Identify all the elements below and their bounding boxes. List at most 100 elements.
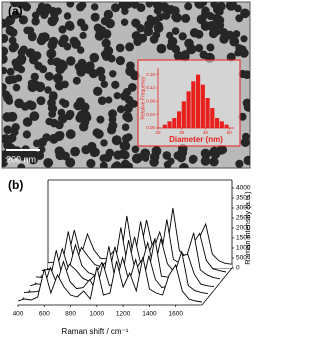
- particle: [66, 56, 76, 66]
- particle: [242, 98, 250, 108]
- particle: [111, 3, 120, 13]
- particle: [2, 34, 8, 42]
- particle: [91, 3, 99, 11]
- particle: [8, 133, 17, 143]
- particle: [226, 52, 236, 62]
- y-tick-label: 2500: [236, 215, 251, 222]
- particle: [22, 130, 31, 139]
- spectrum-fill: [24, 251, 208, 298]
- particle: [2, 90, 11, 99]
- particle: [97, 96, 107, 105]
- particle: [118, 149, 127, 158]
- particle: [26, 26, 35, 35]
- particle: [194, 29, 204, 39]
- scale-bar-label: 200 nm: [6, 154, 36, 164]
- y-tick-label: 0.12: [146, 85, 155, 90]
- particle: [65, 109, 75, 119]
- x-tick-label: 1400: [142, 311, 157, 318]
- particle: [2, 84, 6, 93]
- particle: [186, 44, 197, 55]
- particle: [2, 157, 9, 168]
- y-tick-label: 0.04: [146, 112, 155, 117]
- particle: [66, 22, 75, 31]
- y-axis-label: Relative Frequency: [140, 76, 146, 120]
- y-tick-label: 3500: [236, 195, 251, 202]
- particle: [34, 61, 43, 71]
- particle: [178, 32, 187, 41]
- particle: [101, 38, 111, 48]
- particle: [70, 146, 80, 157]
- particle: [238, 69, 247, 79]
- particle: [166, 31, 174, 39]
- particle: [240, 8, 250, 19]
- particle: [47, 16, 58, 27]
- particle: [121, 123, 130, 131]
- y-tick-label: 1000: [236, 245, 251, 252]
- particle: [109, 70, 117, 78]
- bar: [205, 98, 210, 128]
- particle: [93, 86, 103, 97]
- particle: [90, 147, 100, 157]
- particle: [151, 16, 160, 26]
- particle: [163, 160, 172, 168]
- particle: [61, 80, 69, 89]
- particle: [13, 62, 23, 72]
- particle: [58, 114, 68, 124]
- particle: [85, 61, 95, 71]
- particle: [49, 133, 59, 144]
- particle: [66, 2, 75, 8]
- particle: [211, 13, 221, 23]
- particle: [63, 12, 72, 20]
- particle: [210, 2, 218, 9]
- x-tick-label: 400: [13, 311, 24, 318]
- bar: [167, 121, 172, 128]
- particle: [36, 35, 47, 46]
- y-axis-label: Raman intensity (a.u.): [243, 191, 252, 265]
- particle: [3, 125, 13, 135]
- particle: [29, 149, 38, 159]
- particle: [43, 158, 53, 168]
- bar: [172, 118, 177, 128]
- particle: [76, 67, 86, 77]
- particle: [145, 2, 154, 8]
- particle: [2, 134, 11, 144]
- particle: [81, 145, 91, 155]
- particle: [178, 163, 189, 168]
- particle: [218, 145, 228, 154]
- y-tick-label: 4000: [236, 185, 251, 192]
- particles: [2, 2, 250, 168]
- particle: [116, 105, 125, 114]
- particle: [108, 109, 118, 119]
- particle: [56, 131, 65, 140]
- particle: [125, 42, 135, 52]
- particle: [100, 80, 109, 88]
- particle: [100, 139, 108, 147]
- particle: [216, 2, 226, 11]
- bar: [200, 84, 205, 128]
- particle: [98, 26, 107, 34]
- particle: [235, 159, 244, 168]
- particle: [130, 2, 140, 9]
- bar: [181, 101, 186, 128]
- x-tick-label: 1000: [90, 311, 105, 318]
- particle: [121, 7, 129, 15]
- x-tick-label: 50: [227, 130, 233, 135]
- particle: [5, 97, 14, 105]
- particle: [119, 141, 129, 151]
- spectrum-fill: [48, 208, 232, 268]
- particle: [2, 66, 8, 75]
- y-tick-label: 3000: [236, 205, 251, 212]
- particle: [45, 117, 53, 126]
- particle: [200, 148, 211, 159]
- particle: [111, 80, 120, 89]
- particle: [215, 21, 225, 30]
- particle: [232, 30, 241, 38]
- particle: [71, 39, 81, 49]
- particle: [61, 99, 70, 108]
- particle: [229, 36, 240, 47]
- particle: [206, 43, 215, 52]
- spectrum-fill: [42, 219, 226, 276]
- x-tick-label: 800: [65, 311, 76, 318]
- particle: [235, 14, 244, 23]
- y-tick-label: 1500: [236, 235, 251, 242]
